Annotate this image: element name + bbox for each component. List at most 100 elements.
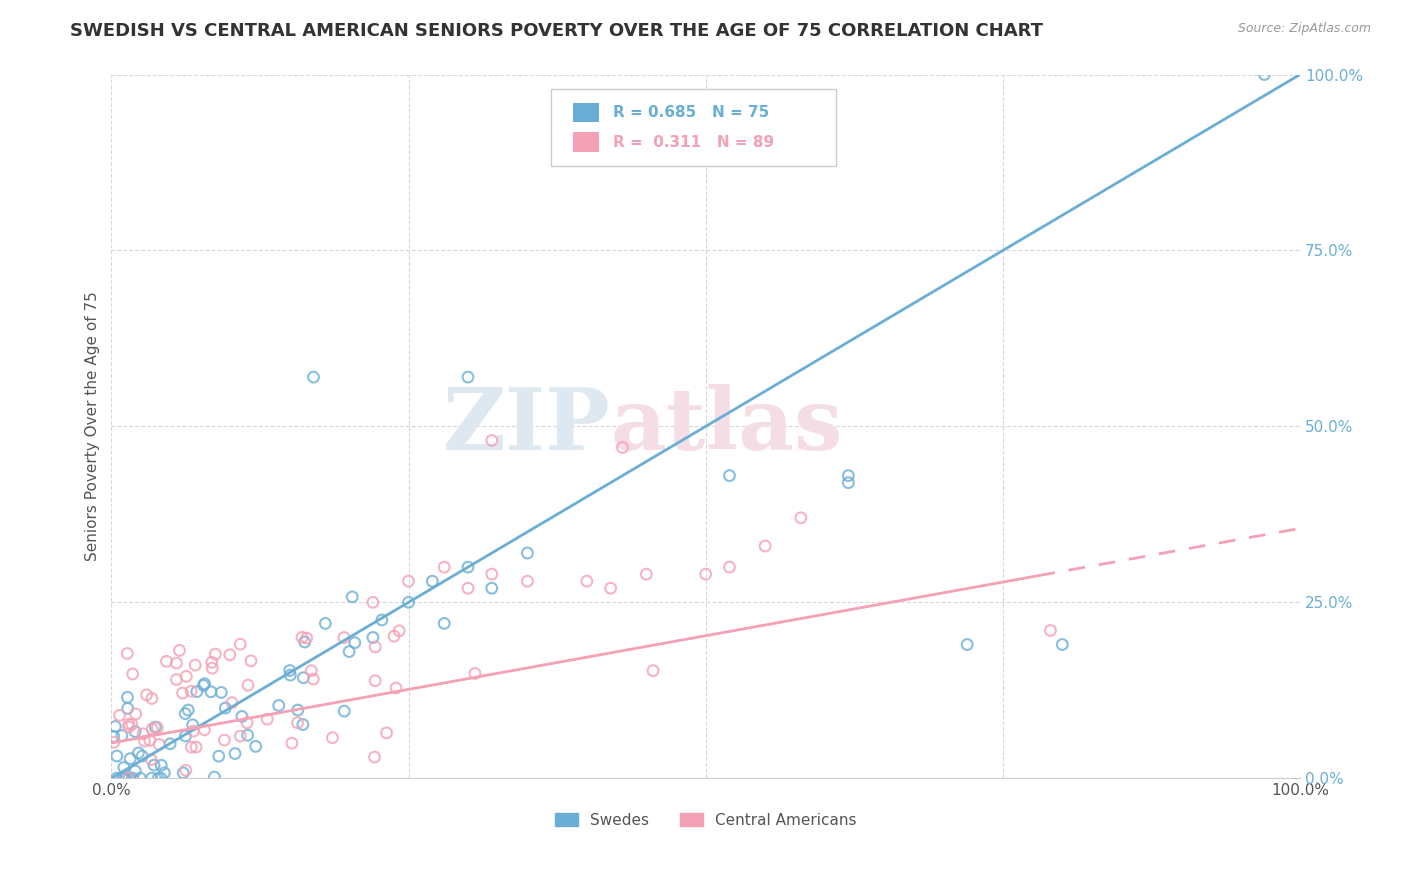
Point: [174, 669, 197, 683]
Point: [180, 684, 202, 698]
Point: [718, 468, 741, 483]
Point: [124, 724, 146, 739]
Point: [165, 656, 187, 670]
Point: [481, 434, 503, 448]
Text: SWEDISH VS CENTRAL AMERICAN SENIORS POVERTY OVER THE AGE OF 75 CORRELATION CHART: SWEDISH VS CENTRAL AMERICAN SENIORS POVE…: [70, 22, 1043, 40]
Point: [375, 726, 398, 740]
Point: [183, 724, 205, 739]
Point: [754, 539, 776, 553]
Point: [612, 441, 634, 455]
Point: [382, 629, 405, 643]
Point: [302, 370, 325, 384]
Point: [184, 740, 207, 755]
Point: [231, 709, 253, 723]
Point: [141, 753, 163, 767]
Point: [481, 581, 503, 595]
Point: [245, 739, 267, 754]
Point: [214, 701, 236, 715]
Point: [150, 771, 173, 785]
Point: [599, 581, 621, 595]
Point: [299, 664, 322, 678]
Point: [433, 560, 456, 574]
Point: [125, 706, 148, 721]
Point: [294, 635, 316, 649]
Point: [112, 760, 135, 774]
Point: [174, 764, 197, 778]
Point: [121, 717, 143, 731]
Point: [169, 643, 191, 657]
Point: [219, 648, 242, 662]
Point: [146, 721, 169, 735]
Point: [363, 750, 385, 764]
Point: [193, 723, 215, 737]
Point: [364, 640, 387, 654]
Point: [433, 616, 456, 631]
Point: [155, 654, 177, 668]
Point: [177, 703, 200, 717]
Point: [256, 712, 278, 726]
Point: [361, 631, 384, 645]
Point: [333, 631, 356, 645]
Point: [287, 715, 309, 730]
Point: [118, 717, 141, 731]
Point: [236, 728, 259, 742]
Point: [124, 764, 146, 778]
Point: [117, 647, 139, 661]
Point: [337, 644, 360, 658]
Point: [132, 727, 155, 741]
Point: [292, 671, 315, 685]
Point: [837, 468, 859, 483]
FancyBboxPatch shape: [572, 132, 599, 152]
Point: [291, 631, 314, 645]
Point: [364, 673, 387, 688]
Point: [172, 686, 194, 700]
Point: [267, 698, 290, 713]
Point: [141, 771, 163, 785]
Point: [280, 668, 302, 682]
Point: [1253, 68, 1275, 82]
Point: [790, 511, 813, 525]
Point: [342, 590, 364, 604]
Point: [118, 771, 141, 785]
Point: [120, 751, 142, 765]
Point: [172, 765, 194, 780]
Point: [103, 730, 125, 744]
Point: [121, 667, 143, 681]
Point: [143, 720, 166, 734]
Point: [111, 771, 134, 785]
Point: [420, 574, 443, 589]
Point: [302, 672, 325, 686]
Point: [837, 475, 859, 490]
Point: [371, 613, 394, 627]
Point: [193, 678, 215, 692]
Point: [148, 771, 170, 785]
Point: [1052, 638, 1074, 652]
Point: [114, 771, 136, 785]
Point: [361, 595, 384, 609]
Point: [184, 658, 207, 673]
Point: [204, 647, 226, 661]
Text: R = 0.685   N = 75: R = 0.685 N = 75: [613, 105, 769, 120]
Point: [117, 701, 139, 715]
Point: [114, 771, 136, 785]
Point: [121, 771, 143, 785]
Point: [174, 706, 197, 721]
Point: [150, 758, 173, 772]
Point: [343, 635, 366, 649]
Point: [281, 736, 304, 750]
Point: [103, 735, 125, 749]
Point: [174, 729, 197, 743]
FancyBboxPatch shape: [551, 88, 837, 166]
Point: [333, 704, 356, 718]
Legend: Swedes, Central Americans: Swedes, Central Americans: [548, 806, 862, 834]
Text: ZIP: ZIP: [443, 384, 610, 468]
Point: [193, 676, 215, 690]
Point: [129, 771, 152, 785]
Point: [314, 616, 336, 631]
Point: [321, 731, 343, 745]
FancyBboxPatch shape: [572, 103, 599, 122]
Point: [201, 661, 224, 675]
Y-axis label: Seniors Poverty Over the Age of 75: Seniors Poverty Over the Age of 75: [86, 292, 100, 561]
Point: [165, 673, 187, 687]
Point: [636, 567, 658, 582]
